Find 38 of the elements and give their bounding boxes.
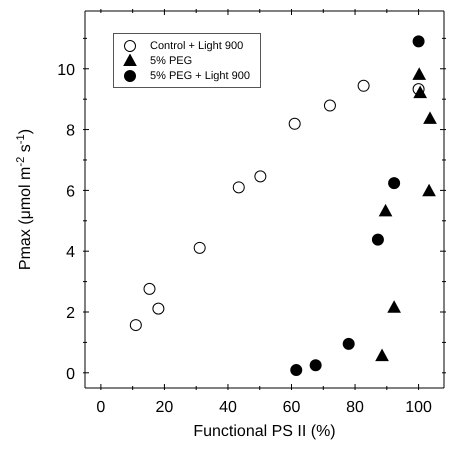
point bbox=[130, 319, 142, 332]
x-axis-title: Functional PS II (%) bbox=[193, 423, 336, 440]
point bbox=[358, 80, 370, 92]
legend-label: Control + Light 900 bbox=[150, 40, 244, 52]
point bbox=[290, 364, 302, 376]
legend-label: 5% PEG + Light 900 bbox=[150, 70, 250, 82]
point bbox=[232, 181, 245, 194]
point bbox=[194, 242, 206, 254]
point bbox=[324, 100, 336, 112]
point bbox=[412, 68, 426, 80]
x-tick-label: 80 bbox=[346, 399, 364, 416]
point bbox=[376, 349, 389, 362]
point bbox=[310, 359, 322, 372]
point bbox=[152, 302, 164, 315]
point bbox=[288, 118, 301, 130]
point bbox=[372, 234, 384, 246]
x-tick-label: 60 bbox=[282, 399, 301, 416]
x-tick-label: 40 bbox=[219, 399, 237, 416]
point bbox=[379, 204, 392, 216]
point bbox=[412, 35, 425, 48]
y-tick-label: 6 bbox=[66, 183, 76, 200]
x-tick-label: 20 bbox=[156, 399, 174, 416]
legend-label: 5% PEG bbox=[150, 54, 192, 66]
x-tick-label: 0 bbox=[96, 399, 106, 416]
point bbox=[414, 86, 427, 98]
y-tick-label: 4 bbox=[66, 244, 76, 262]
point bbox=[424, 112, 437, 124]
point bbox=[388, 177, 400, 190]
y-tick-label: 0 bbox=[66, 366, 76, 383]
y-tick-label: 2 bbox=[66, 304, 76, 322]
y-tick-label: 10 bbox=[57, 62, 76, 79]
y-tick-label: 8 bbox=[66, 122, 76, 140]
point bbox=[342, 338, 355, 350]
point bbox=[422, 184, 436, 196]
x-tick-label: 100 bbox=[405, 399, 432, 416]
point bbox=[143, 282, 156, 295]
point bbox=[388, 300, 401, 313]
point bbox=[254, 170, 266, 182]
